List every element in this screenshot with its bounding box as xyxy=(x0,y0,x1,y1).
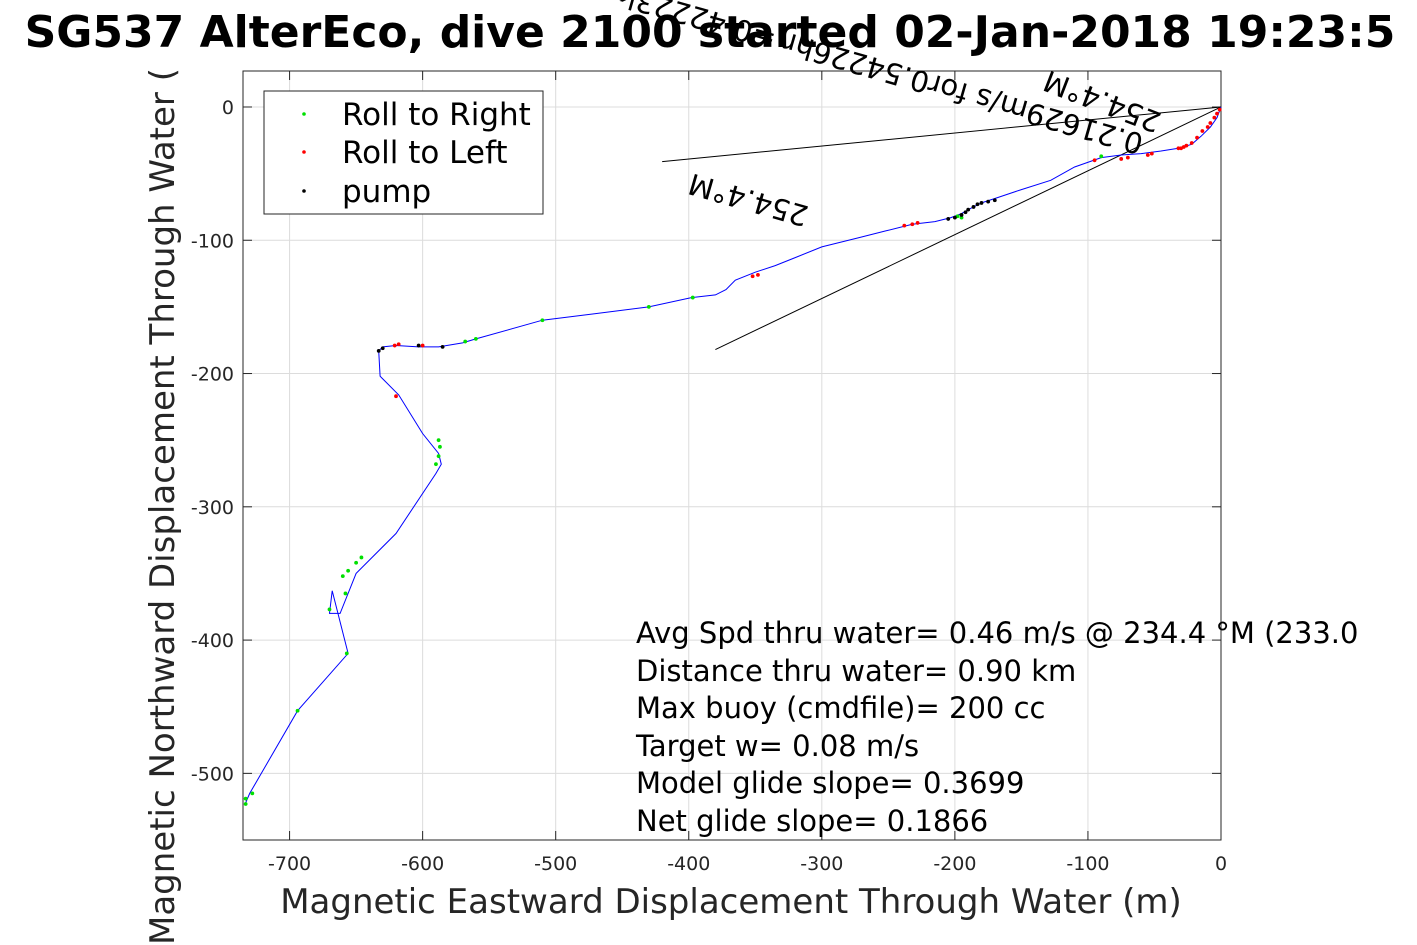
heading-line-1 xyxy=(715,106,1222,350)
annotation-distance: Distance thru water= 0.90 km xyxy=(636,654,1076,688)
marker-roll-to-right xyxy=(1099,154,1104,159)
marker-roll-to-left xyxy=(420,343,425,348)
marker-roll-to-left xyxy=(1212,115,1217,120)
x-tick-label: 0 xyxy=(1215,853,1227,875)
y-tick-label: -200 xyxy=(191,364,234,386)
marker-roll-to-right xyxy=(354,560,359,565)
marker-pump xyxy=(979,201,984,205)
marker-roll-to-right xyxy=(690,295,695,300)
marker-roll-to-left xyxy=(1119,157,1124,161)
markers xyxy=(243,107,1222,806)
marker-roll-to-right xyxy=(343,591,348,596)
marker-roll-to-right xyxy=(250,791,255,796)
marker-roll-to-left xyxy=(756,273,760,277)
legend-box xyxy=(263,90,544,215)
plot-frame xyxy=(242,70,1222,841)
marker-roll-to-right xyxy=(434,462,438,467)
marker-roll-to-right xyxy=(243,796,248,801)
legend-label-roll-left: Roll to Left xyxy=(342,135,508,171)
marker-pump xyxy=(376,348,381,353)
annotation-target-w: Target w= 0.08 m/s xyxy=(635,729,919,763)
marker-roll-to-left xyxy=(1092,158,1097,163)
marker-roll-to-left xyxy=(392,343,397,348)
marker-pump xyxy=(416,343,421,348)
y-tick-label: -300 xyxy=(191,497,234,519)
x-tick-label: -100 xyxy=(1066,853,1109,875)
legend-label-pump: pump xyxy=(342,174,431,210)
marker-pump xyxy=(992,198,997,203)
marker-pump xyxy=(966,207,971,212)
marker-roll-to-left xyxy=(1189,141,1194,145)
marker-roll-to-right xyxy=(243,802,248,806)
y-tick-label: 0 xyxy=(222,97,234,119)
annotation-model-glide-slope: Model glide slope= 0.3699 xyxy=(636,766,1024,800)
marker-roll-to-right xyxy=(438,444,442,449)
x-tick-label: -500 xyxy=(534,853,577,875)
marker-roll-to-right xyxy=(436,438,441,443)
marker-pump xyxy=(959,213,964,217)
x-tick-label: -200 xyxy=(933,853,976,875)
x-tick-label: -300 xyxy=(800,853,843,875)
marker-pump xyxy=(440,344,445,349)
ticks: -700 -600 -500 -400 -300 -200 -100 0 0 -100 -200 -3… xyxy=(191,71,1227,875)
x-tick-label: -600 xyxy=(401,853,444,875)
legend-label-roll-right: Roll to Right xyxy=(342,97,531,133)
x-tick-label: -700 xyxy=(268,853,311,875)
y-tick-label: -400 xyxy=(191,630,234,652)
chart-title: SG537 AlterEco, dive 2100 started 02-Jan… xyxy=(25,7,1396,58)
marker-pump xyxy=(975,202,980,207)
marker-roll-to-left xyxy=(915,221,920,225)
legend-marker-roll-left xyxy=(302,150,306,154)
legend-marker-pump xyxy=(302,189,306,193)
marker-roll-to-left xyxy=(1217,107,1222,112)
marker-pump xyxy=(963,210,968,215)
marker-roll-to-right xyxy=(436,454,441,459)
marker-pump xyxy=(952,215,957,220)
annotation-net-glide-slope: Net glide slope= 0.1866 xyxy=(636,804,988,838)
marker-roll-to-left xyxy=(910,222,915,227)
legend-marker-roll-right xyxy=(302,112,306,116)
y-tick-label: -500 xyxy=(191,763,234,785)
marker-roll-to-right xyxy=(359,555,364,560)
marker-roll-to-left xyxy=(1176,146,1181,151)
marker-roll-to-right xyxy=(340,574,345,579)
marker-pump xyxy=(971,205,976,209)
marker-pump xyxy=(986,199,991,204)
annotation-max-buoy: Max buoy (cmdfile)= 200 cc xyxy=(636,691,1045,725)
marker-roll-to-right xyxy=(346,568,351,573)
x-axis-label: Magnetic Eastward Displacement Through W… xyxy=(280,882,1182,922)
marker-roll-to-right xyxy=(344,651,349,656)
heading-lines xyxy=(662,106,1222,350)
marker-roll-to-right xyxy=(473,336,478,341)
legend: Roll to Right Roll to Left pump xyxy=(263,90,544,215)
marker-roll-to-right xyxy=(327,607,332,612)
marker-roll-to-left xyxy=(1195,135,1199,140)
marker-roll-to-right xyxy=(959,215,964,220)
stats-annotations: Avg Spd thru water= 0.46 m/s @ 234.4 °M … xyxy=(635,616,1358,838)
annotation-avg-speed: Avg Spd thru water= 0.46 m/s @ 234.4 °M … xyxy=(636,616,1358,650)
marker-roll-to-left xyxy=(1145,153,1150,157)
marker-roll-to-right xyxy=(295,708,300,713)
marker-pump xyxy=(946,217,951,221)
marker-roll-to-right xyxy=(463,339,468,344)
marker-roll-to-right xyxy=(646,304,651,309)
marker-roll-to-left xyxy=(1179,146,1183,151)
marker-roll-to-left xyxy=(750,274,755,279)
y-tick-label: -100 xyxy=(191,230,234,252)
marker-roll-to-left xyxy=(902,223,907,228)
marker-roll-to-left xyxy=(394,394,398,399)
heading-line-0 xyxy=(662,106,1222,163)
marker-roll-to-left xyxy=(1215,111,1219,116)
marker-roll-to-left xyxy=(1205,125,1210,129)
x-tick-label: -400 xyxy=(667,853,710,875)
marker-roll-to-left xyxy=(1208,121,1213,125)
marker-roll-to-left xyxy=(1200,129,1205,133)
marker-roll-to-right xyxy=(540,318,545,323)
y-axis-label: Magnetic Northward Displacement Through … xyxy=(143,68,183,945)
marker-roll-to-left xyxy=(1149,151,1154,156)
marker-pump xyxy=(380,346,385,351)
marker-roll-to-left xyxy=(396,342,401,347)
marker-roll-to-left xyxy=(1125,155,1130,160)
